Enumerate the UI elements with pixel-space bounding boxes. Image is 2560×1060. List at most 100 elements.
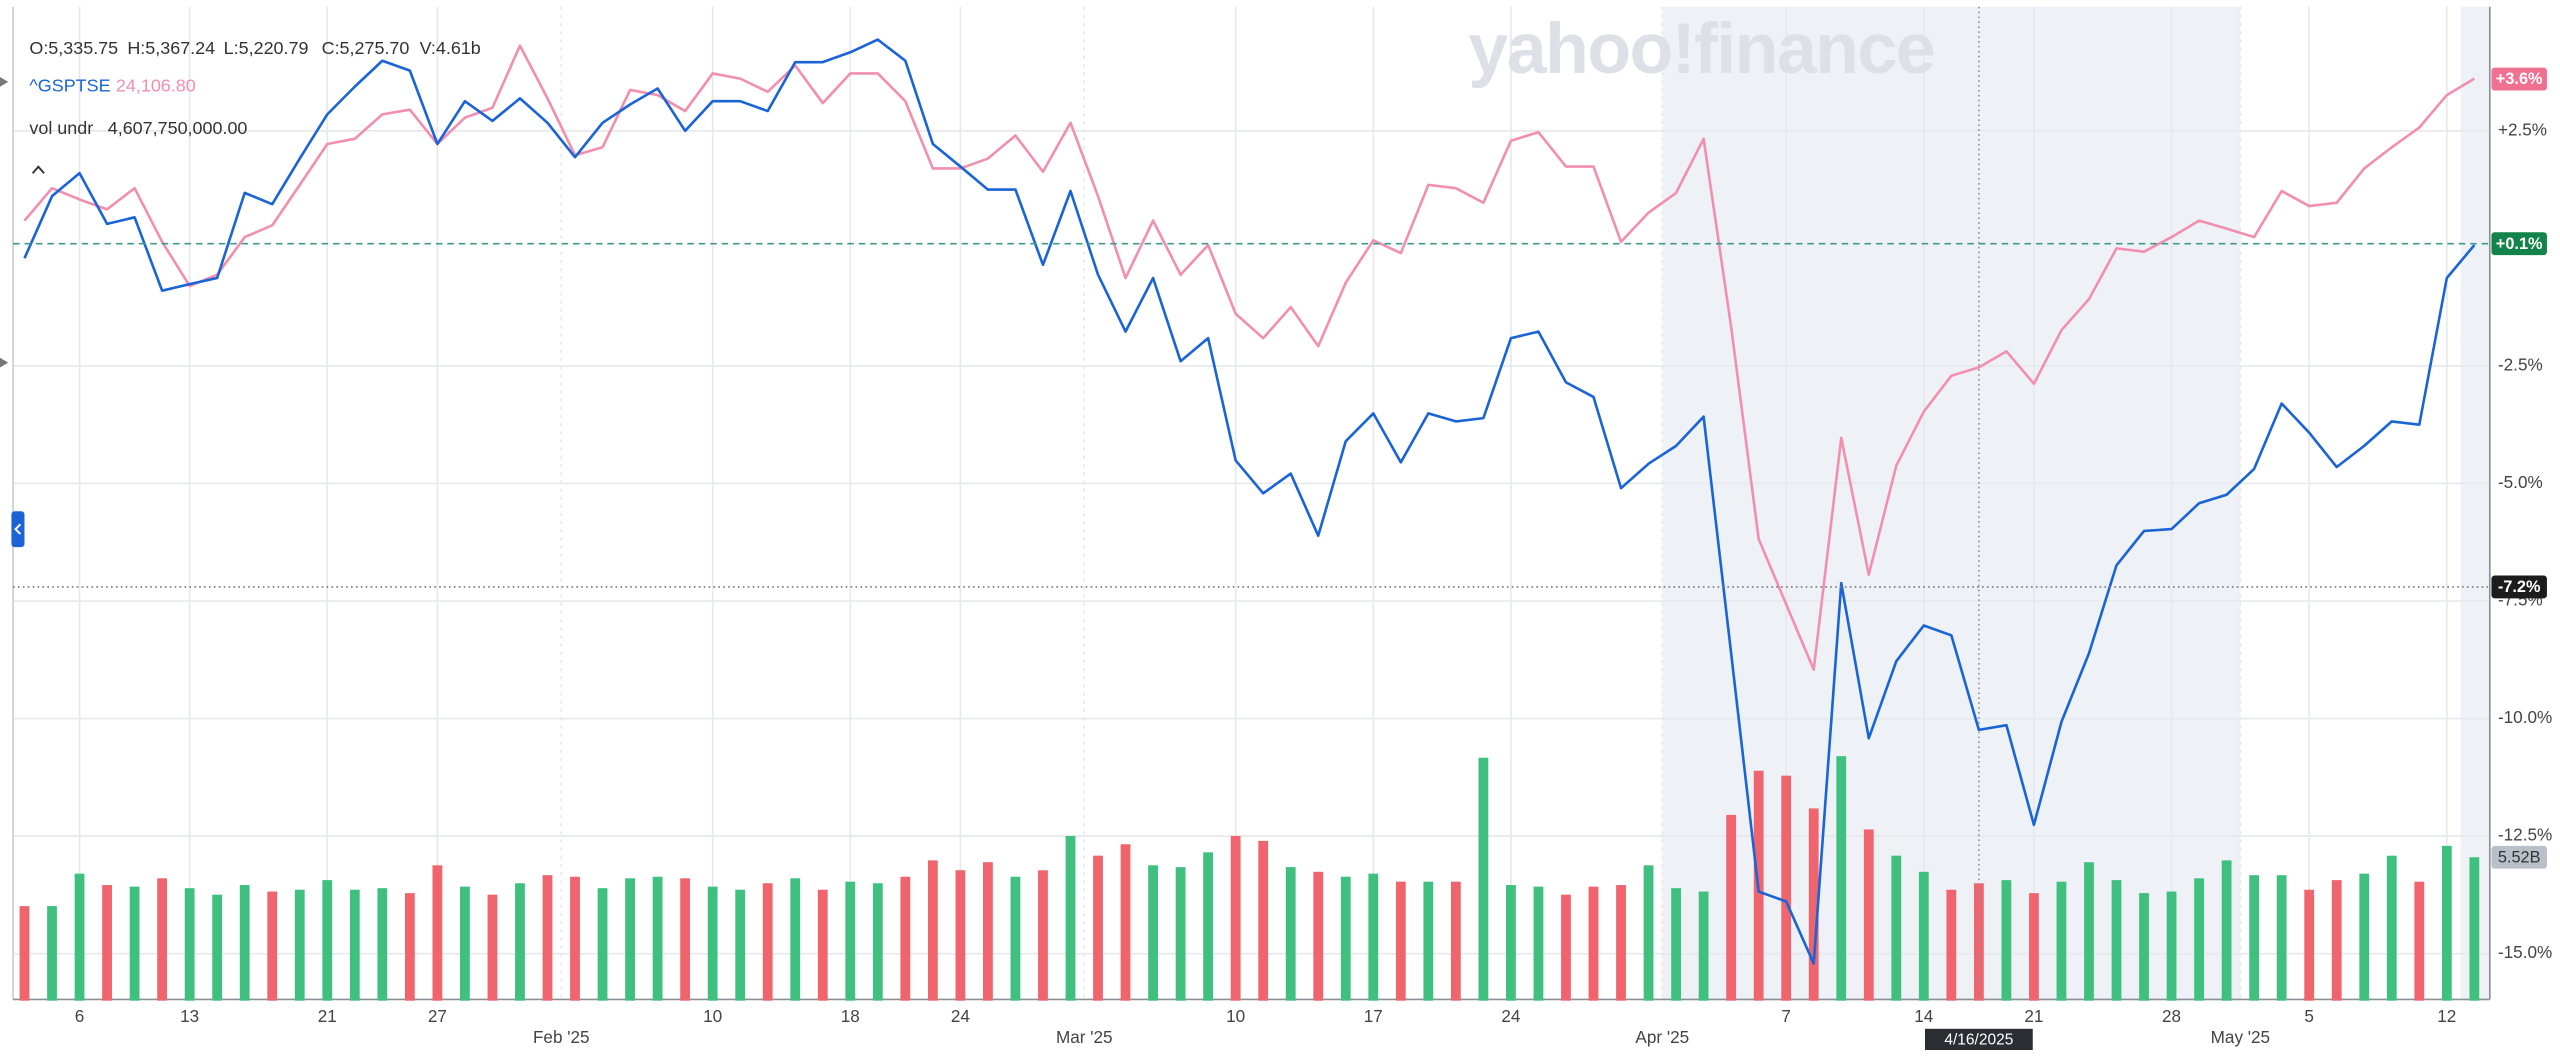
value-badge-label: +3.6%	[2496, 70, 2543, 88]
volume-bar	[2221, 860, 2232, 1001]
side-panel-tab-icon	[14, 523, 22, 535]
side-panel-tab[interactable]	[11, 511, 25, 548]
volume-bar	[2331, 880, 2342, 1001]
value-badge-label: +0.1%	[2496, 235, 2543, 253]
volume-bar	[74, 873, 85, 1001]
volume-bar	[432, 865, 443, 1001]
y-tick-label: -10.0%	[2498, 707, 2552, 727]
volume-bar	[597, 888, 608, 1001]
volume-bar	[1863, 829, 1874, 1001]
volume-bar	[1313, 871, 1324, 1001]
volume-bar	[1450, 881, 1461, 1001]
volume-bar	[983, 862, 993, 1001]
ohlc-volume: V:4.61b	[420, 38, 481, 58]
x-tick-label: 6	[75, 1006, 85, 1026]
volume-bar	[349, 889, 360, 1001]
volume-bar	[1918, 871, 1929, 1001]
volume-bar	[2441, 845, 2452, 1001]
y-tick-label: +2.5%	[2498, 119, 2547, 139]
volume-bar	[652, 876, 663, 1001]
collapse-icon[interactable]	[31, 165, 45, 174]
y-tick-label: -5.0%	[2498, 472, 2543, 492]
volume-bar	[1561, 894, 1571, 1001]
volume-bar	[404, 893, 415, 1001]
value-badge	[2491, 67, 2547, 91]
volume-bar	[1946, 889, 1957, 1001]
left-arrow-marker	[0, 76, 9, 87]
x-tick-label: 5	[2304, 1006, 2314, 1026]
volume-bar	[487, 894, 498, 1001]
volume-bar	[1588, 886, 1599, 1001]
x-tick-label: Apr '25	[1635, 1027, 1689, 1047]
crosshair-date-label: 4/16/2025	[1944, 1031, 2013, 1048]
volume-bar	[2001, 880, 2012, 1001]
volume-bar	[1698, 891, 1709, 1001]
volume-bar	[1175, 867, 1186, 1001]
volume-bar	[129, 886, 140, 1001]
volume-bar	[1120, 844, 1131, 1001]
x-tick-label: 7	[1781, 1006, 1791, 1026]
compare-symbol[interactable]: ^GSPTSE	[29, 75, 110, 95]
volume-bar	[817, 889, 828, 1001]
x-tick-label: 18	[841, 1006, 860, 1026]
volume-bar	[1478, 757, 1489, 1001]
volume-bar	[680, 878, 691, 1001]
volume-bar	[2194, 878, 2204, 1001]
volume-bar	[2139, 893, 2149, 1001]
volume-bar	[542, 875, 553, 1001]
volume-bar	[872, 883, 883, 1001]
watermark: yahoo!finance	[1468, 9, 1934, 89]
ohlc-close: C:5,275.70	[322, 38, 410, 58]
volume-bar	[762, 883, 773, 1001]
volume-bar	[294, 889, 305, 1001]
volume-badge	[2491, 845, 2547, 869]
volume-bar	[1973, 883, 1984, 1001]
volume-bar	[1423, 881, 1434, 1001]
y-tick-label: -12.5%	[2498, 825, 2552, 845]
volume-bar	[570, 876, 580, 1001]
volume-bar	[707, 886, 718, 1001]
x-tick-label: 17	[1364, 1006, 1383, 1026]
volume-bar	[1533, 886, 1544, 1001]
volume-badge-label: 5.52B	[2498, 848, 2541, 866]
x-tick-label: 24	[951, 1006, 971, 1026]
series-line	[23, 44, 2476, 671]
volume-bar	[2056, 881, 2067, 1001]
volume-value: 4,607,750,000.00	[108, 118, 248, 138]
x-tick-label: 21	[2024, 1006, 2043, 1026]
volume-bar	[1258, 840, 1269, 1001]
volume-bar	[1285, 867, 1296, 1001]
volume-bar	[2359, 873, 2370, 1001]
volume-bar	[322, 880, 333, 1001]
value-badge	[2491, 232, 2547, 256]
value-badge-label: -7.2%	[2498, 578, 2541, 596]
volume-bar	[1616, 885, 1626, 1001]
ohlc-low: L:5,220.79	[224, 38, 309, 58]
volume-bar	[845, 881, 856, 1001]
highlight-region	[1662, 6, 2241, 1001]
volume-bar	[377, 888, 388, 1001]
ohlc-high: H:5,367.24	[127, 38, 215, 58]
volume-bar	[900, 876, 911, 1001]
volume-bar	[267, 891, 278, 1001]
crosshair-date-box	[1924, 1028, 2033, 1050]
volume-bar	[1093, 855, 1103, 1001]
volume-bar	[2414, 881, 2425, 1001]
volume-bar	[1836, 756, 1847, 1001]
volume-bar	[1726, 814, 1737, 1001]
x-tick-label: May '25	[2211, 1027, 2270, 1047]
value-badge	[2491, 575, 2547, 599]
volume-bar	[1230, 835, 1241, 1001]
volume-bar	[1203, 852, 1214, 1001]
volume-bar	[735, 889, 746, 1001]
volume-bar	[212, 894, 223, 1001]
volume-bar	[2029, 893, 2039, 1001]
volume-bar	[790, 878, 801, 1001]
volume-bar	[1368, 873, 1379, 1001]
volume-bar	[1643, 865, 1654, 1001]
series-line	[23, 38, 2476, 965]
volume-bar	[1010, 876, 1021, 1001]
x-tick-label: Mar '25	[1056, 1027, 1113, 1047]
volume-bar	[1671, 888, 1681, 1001]
